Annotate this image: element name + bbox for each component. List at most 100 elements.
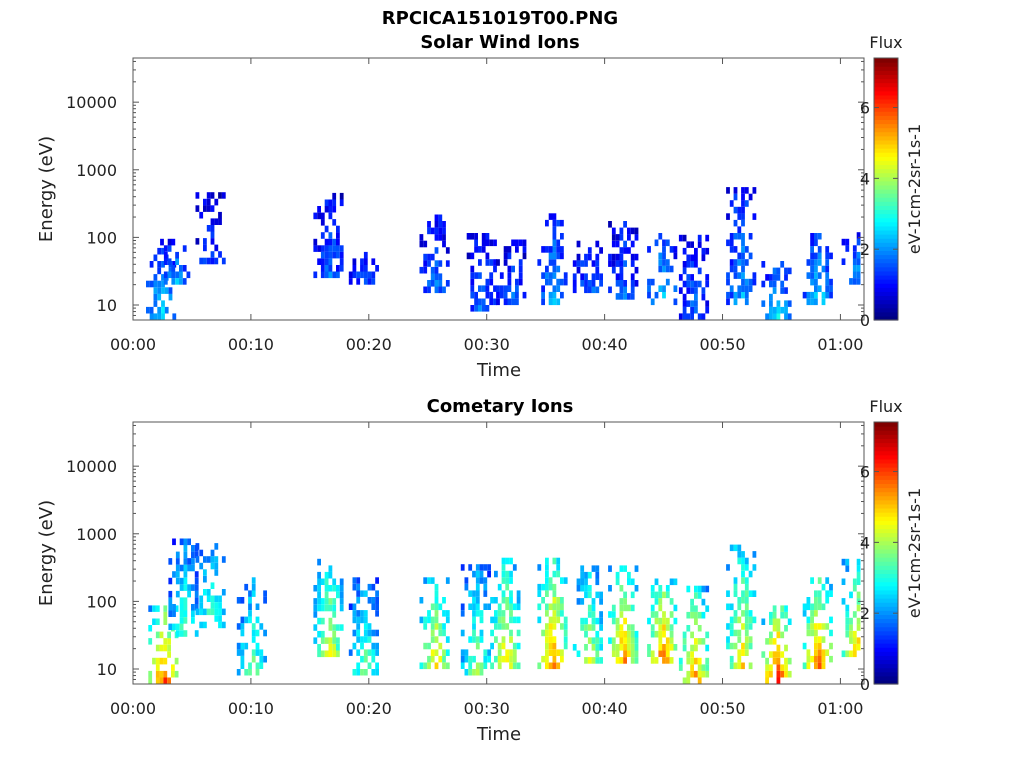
heatmap-cell [328,624,333,631]
heatmap-cell [464,583,469,591]
heatmap-cell [552,233,557,240]
colorbar-segment [874,647,898,652]
heatmap-cell [356,616,361,624]
heatmap-cell [733,616,738,624]
heatmap-cell [423,266,428,274]
heatmap-cell [163,251,168,259]
heatmap-cell [686,254,691,262]
heatmap-cell [352,603,357,610]
heatmap-cell [630,644,635,651]
heatmap-cell [460,603,465,610]
heatmap-cell [552,616,557,624]
heatmap-cell [497,603,502,611]
heatmap-cell [682,293,687,301]
colorbar-segment [874,262,898,268]
heatmap-cell [159,644,164,652]
heatmap-cell [634,637,639,644]
heatmap-cell [595,286,600,294]
colorbar-segment [874,311,898,317]
heatmap-cell [733,642,738,650]
heatmap-cell [806,629,811,637]
colorbar-segment [874,148,898,153]
heatmap-cell [199,621,204,629]
heatmap-cell [516,629,521,637]
colorbar-segment [874,299,898,305]
heatmap-cell [512,662,517,670]
heatmap-cell [183,597,188,604]
heatmap-cell [595,591,600,599]
heatmap-cell [647,644,651,651]
heatmap-cell [741,206,745,214]
heatmap-cell [705,664,710,671]
heatmap-cell [615,260,620,267]
heatmap-cell [479,610,484,617]
colorbar-segment [874,176,898,182]
heatmap-cell [313,245,318,252]
heatmap-cell [167,651,171,658]
heatmap-cell [501,597,506,604]
heatmap-cell [167,258,172,265]
colorbar-segment [874,291,898,297]
heatmap-cell [163,611,168,619]
heatmap-cell [240,642,245,650]
colorbar-segment [874,229,898,235]
heatmap-cell [336,232,340,239]
heatmap-cell [761,618,766,625]
heatmap-cell [179,597,184,604]
heatmap-cell [375,597,379,604]
heatmap-cell [518,272,523,279]
heatmap-cell [552,219,557,227]
heatmap-cell [726,278,730,286]
heatmap-cell [765,313,769,320]
heatmap-cell [776,313,781,320]
heatmap-cell [161,300,165,307]
heatmap-cell [662,291,666,299]
heatmap-cell [494,655,498,663]
heatmap-cell [584,280,588,287]
heatmap-cell [726,187,730,194]
colorbar-segment [874,651,898,656]
heatmap-cell [487,603,491,610]
colorbar-segment [874,634,898,640]
heatmap-cell [821,649,826,656]
heatmap-cell [650,604,655,612]
heatmap-cell [690,261,694,268]
colorbar-segment [874,258,898,264]
heatmap-cell [367,636,372,643]
heatmap-cell [545,564,549,571]
heatmap-cell [784,300,788,307]
heatmap-cell [199,211,204,219]
heatmap-cell [694,611,698,619]
heatmap-cell [705,306,710,314]
colorbar-segment [874,180,898,186]
heatmap-cell [630,591,635,599]
heatmap-cell [591,637,596,644]
heatmap-cell [729,629,734,637]
heatmap-cell [485,278,490,286]
heatmap-cell [591,260,596,267]
heatmap-cell [623,617,627,625]
heatmap-cell [856,238,861,246]
heatmap-cell [615,293,620,300]
heatmap-cell [821,636,826,643]
heatmap-cell [438,227,443,235]
heatmap-cell [647,246,651,253]
heatmap-cell [494,636,498,643]
heatmap-cell [821,265,826,273]
heatmap-cell [856,558,861,566]
heatmap-cell [829,655,833,663]
heatmap-cell [427,655,431,663]
heatmap-cell [682,280,687,288]
colorbar-segment [874,524,898,530]
heatmap-cell [654,598,659,605]
colorbar-segment [874,659,898,665]
heatmap-cell [240,623,245,630]
colorbar-segment [874,74,898,80]
heatmap-cell [460,610,465,617]
heatmap-cell [515,278,519,286]
colorbar-segment [874,279,898,284]
heatmap-cell [427,221,431,228]
heatmap-cell [512,603,517,611]
heatmap-cell [485,259,490,266]
heatmap-cell [183,617,188,624]
